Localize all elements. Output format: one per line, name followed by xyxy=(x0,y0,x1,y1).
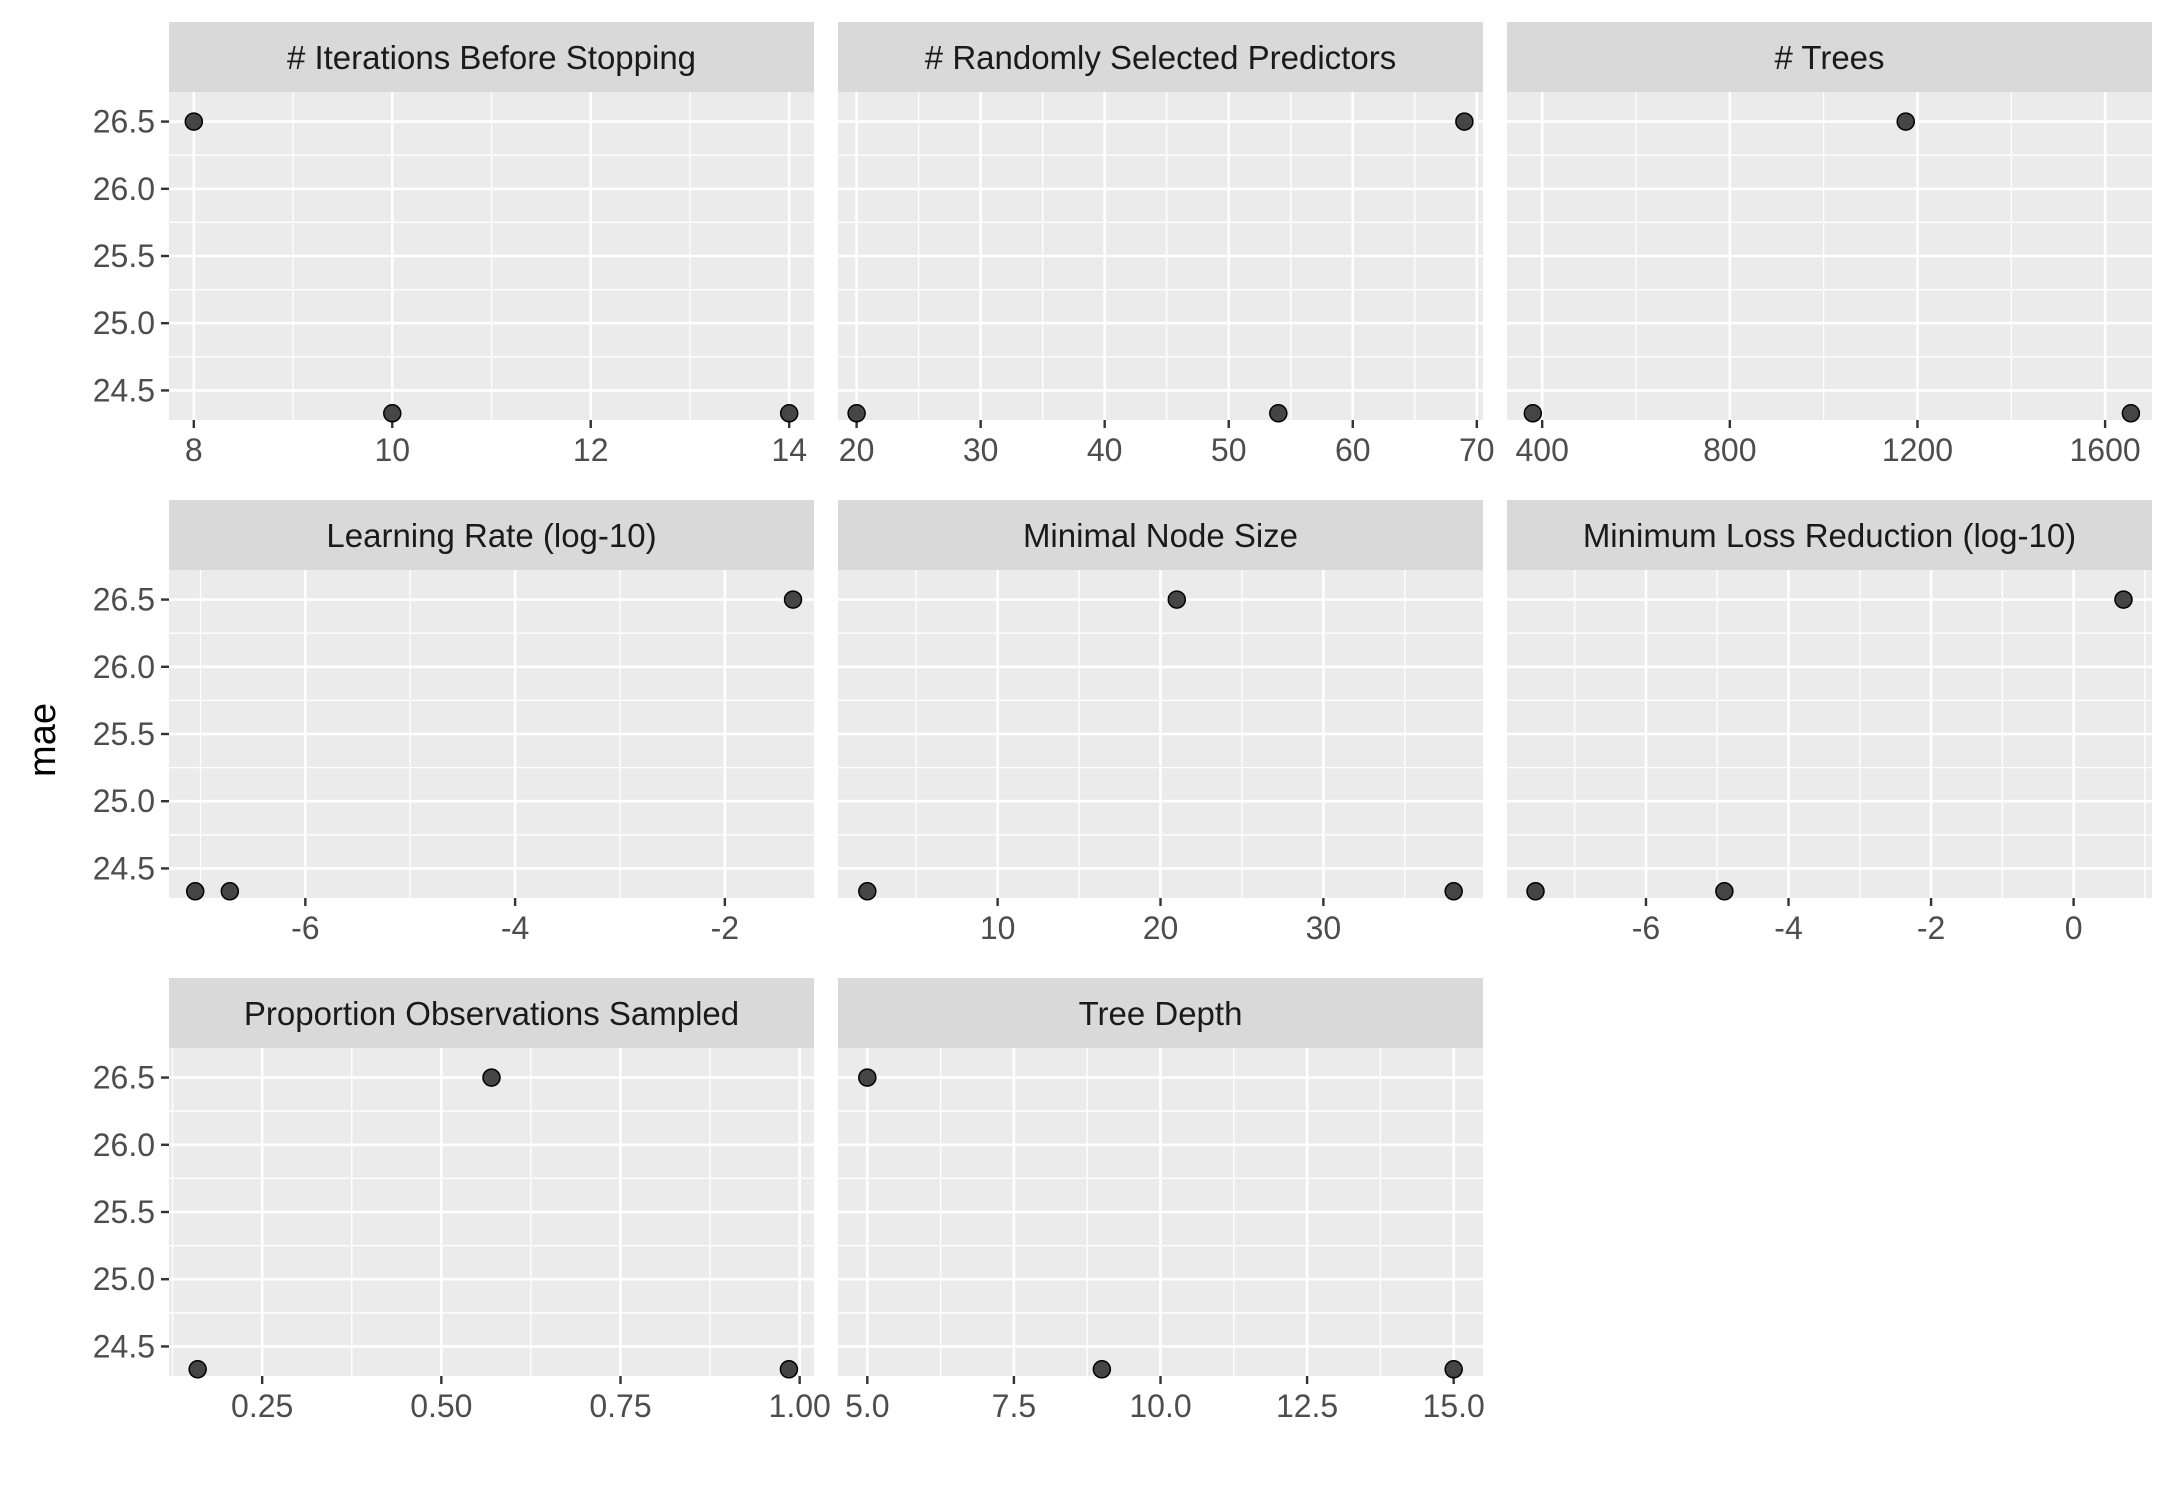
x-tick-label: -6 xyxy=(1632,910,1660,946)
x-tick-label: 12 xyxy=(573,432,609,468)
x-tick-label: 0.25 xyxy=(231,1388,293,1424)
x-tick-label: 1600 xyxy=(2069,432,2140,468)
strip-minimal-node-size xyxy=(838,500,1483,570)
data-point xyxy=(779,1360,799,1379)
strip-randomly-selected-predictors xyxy=(838,22,1483,92)
data-point xyxy=(184,112,204,131)
data-point xyxy=(1526,882,1545,901)
panel-title: # Trees xyxy=(1774,39,1884,76)
data-point xyxy=(188,1360,207,1379)
panel-title: Minimal Node Size xyxy=(1023,517,1298,554)
x-tick-label: 20 xyxy=(1143,910,1179,946)
strip-learning-rate-log-10 xyxy=(169,500,814,570)
data-point xyxy=(383,404,402,423)
x-tick-label: 15.0 xyxy=(1423,1388,1485,1424)
x-tick-label: 0.75 xyxy=(589,1388,651,1424)
data-point xyxy=(1444,882,1463,901)
x-tick-label: 10 xyxy=(374,432,410,468)
x-tick-label: -4 xyxy=(1774,910,1802,946)
data-point xyxy=(1896,112,1915,131)
y-axis-title: mae xyxy=(22,703,64,777)
data-point xyxy=(185,882,205,901)
data-point xyxy=(1092,1360,1112,1379)
x-tick-label: 1200 xyxy=(1882,432,1953,468)
panel-iterations-before-stopping: # Iterations Before Stopping 8 10 12 14 24.5 2… xyxy=(93,22,814,468)
x-tick-label: 10 xyxy=(980,910,1016,946)
x-tick-label: 20 xyxy=(839,432,875,468)
x-tick-label: 70 xyxy=(1459,432,1495,468)
y-tick-label: 25.0 xyxy=(93,305,155,341)
strip-minimum-loss-reduction-log-10 xyxy=(1507,500,2152,570)
x-tick-label: 0.50 xyxy=(410,1388,472,1424)
panel-minimum-loss-reduction-log-10: Minimum Loss Reduction (log-10) -6 -4 -2 0 xyxy=(1507,500,2152,946)
y-tick-label: 24.5 xyxy=(93,372,155,408)
panel-title: Proportion Observations Sampled xyxy=(244,995,739,1032)
y-tick-label: 26.5 xyxy=(93,582,155,618)
data-point xyxy=(220,882,240,901)
facet-panels: # Iterations Before Stopping 8 10 12 14 24.5 2… xyxy=(93,22,2152,1424)
strip-proportion-observations-sampled xyxy=(169,978,814,1048)
x-tick-label: -2 xyxy=(711,910,739,946)
panel-trees: # Trees 400 800 1200 1600 xyxy=(1507,22,2152,468)
data-point xyxy=(858,1068,877,1087)
x-tick-label: 8 xyxy=(185,432,203,468)
x-tick-label: 1.00 xyxy=(769,1388,831,1424)
x-tick-label: 40 xyxy=(1087,432,1123,468)
x-tick-label: 7.5 xyxy=(992,1388,1036,1424)
x-tick-label: 12.5 xyxy=(1276,1388,1338,1424)
data-point xyxy=(482,1068,501,1087)
data-point xyxy=(1715,882,1734,901)
panel-title: Learning Rate (log-10) xyxy=(326,517,656,554)
data-point xyxy=(1523,404,1543,423)
data-point xyxy=(847,404,866,423)
y-tick-label: 24.5 xyxy=(93,850,155,886)
data-point xyxy=(1269,404,1288,423)
panel-title: Minimum Loss Reduction (log-10) xyxy=(1583,517,2076,554)
x-tick-label: 60 xyxy=(1335,432,1371,468)
panel-minimal-node-size: Minimal Node Size 10 20 30 xyxy=(838,500,1483,946)
x-tick-label: -2 xyxy=(1917,910,1945,946)
data-point xyxy=(858,882,877,901)
data-point xyxy=(1444,1360,1463,1379)
panel-tree-depth: Tree Depth 5.0 7.5 10.0 12.5 15.0 xyxy=(838,978,1485,1424)
x-tick-label: 800 xyxy=(1703,432,1756,468)
panel-learning-rate-log-10: Learning Rate (log-10) -6 -4 -2 24.5 25.0 25.5… xyxy=(93,500,814,946)
x-tick-label: 14 xyxy=(771,432,807,468)
data-point xyxy=(2114,590,2133,609)
y-tick-label: 26.5 xyxy=(93,1060,155,1096)
x-tick-label: -4 xyxy=(501,910,529,946)
x-tick-label: 50 xyxy=(1211,432,1247,468)
data-point xyxy=(1455,112,1474,131)
x-tick-label: 5.0 xyxy=(845,1388,889,1424)
y-tick-label: 26.0 xyxy=(93,1127,155,1163)
y-tick-label: 25.5 xyxy=(93,1194,155,1230)
panel-randomly-selected-predictors: # Randomly Selected Predictors 20 30 40 50 60… xyxy=(838,22,1495,468)
panel-title: # Iterations Before Stopping xyxy=(287,39,696,76)
x-tick-label: 0 xyxy=(2065,910,2083,946)
strip-iterations-before-stopping xyxy=(169,22,814,92)
x-tick-label: -6 xyxy=(291,910,319,946)
y-tick-label: 26.0 xyxy=(93,649,155,685)
y-tick-label: 25.5 xyxy=(93,716,155,752)
x-tick-label: 400 xyxy=(1515,432,1568,468)
strip-trees xyxy=(1507,22,2152,92)
data-point xyxy=(2121,404,2141,423)
data-point xyxy=(783,590,803,609)
y-tick-label: 25.0 xyxy=(93,1261,155,1297)
data-point xyxy=(779,404,799,423)
y-tick-label: 25.5 xyxy=(93,238,155,274)
strip-tree-depth xyxy=(838,978,1483,1048)
data-point xyxy=(1167,590,1187,609)
y-tick-label: 25.0 xyxy=(93,783,155,819)
x-tick-label: 10.0 xyxy=(1129,1388,1191,1424)
x-tick-label: 30 xyxy=(963,432,999,468)
x-tick-label: 30 xyxy=(1306,910,1342,946)
panel-title: # Randomly Selected Predictors xyxy=(925,39,1396,76)
y-tick-label: 26.5 xyxy=(93,104,155,140)
panel-proportion-observations-sampled: Proportion Observations Sampled 0.25 0.50 0… xyxy=(93,978,831,1424)
y-tick-label: 26.0 xyxy=(93,171,155,207)
panel-title: Tree Depth xyxy=(1079,995,1243,1032)
y-tick-label: 24.5 xyxy=(93,1328,155,1364)
